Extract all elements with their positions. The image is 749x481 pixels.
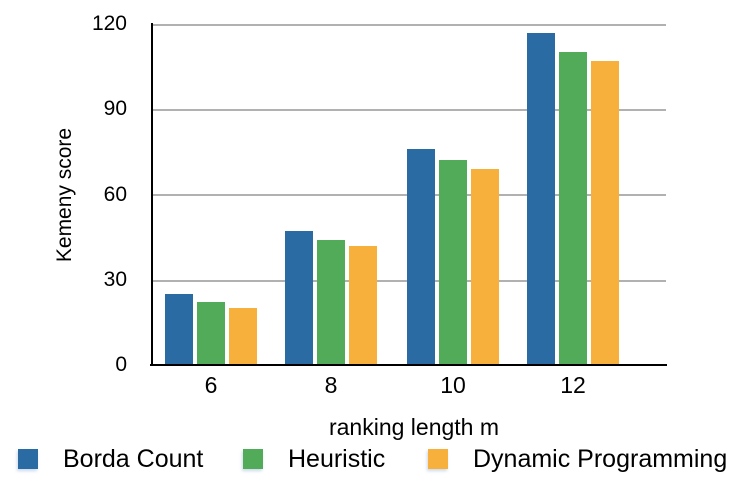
legend-item-borda-count: Borda Count xyxy=(18,446,203,472)
bar-borda-count-m-6 xyxy=(165,294,193,365)
legend-swatch-borda-count xyxy=(18,449,38,469)
plot-area xyxy=(152,24,666,365)
bar-heuristic-m-10 xyxy=(439,160,467,365)
y-tick-label-0: 0 xyxy=(115,353,127,376)
x-category-label-12: 12 xyxy=(560,372,586,398)
y-axis-line xyxy=(151,23,153,366)
bar-group-m-6 xyxy=(165,294,257,365)
y-tick-label-120: 120 xyxy=(91,12,127,35)
bar-borda-count-m-8 xyxy=(285,231,313,365)
legend-label-dynamic-programming: Dynamic Programming xyxy=(473,445,728,473)
bar-dynamic-programming-m-12 xyxy=(591,61,619,365)
bar-group-m-12 xyxy=(527,33,619,365)
y-tick-label-30: 30 xyxy=(103,268,127,291)
bar-borda-count-m-10 xyxy=(407,149,435,365)
legend-label-borda-count: Borda Count xyxy=(63,445,204,473)
bar-borda-count-m-12 xyxy=(527,33,555,365)
bar-heuristic-m-6 xyxy=(197,302,225,365)
bar-group-m-8 xyxy=(285,231,377,365)
legend-item-dynamic-programming: Dynamic Programming xyxy=(428,446,727,472)
y-tick-label-60: 60 xyxy=(103,183,127,206)
legend-item-heuristic: Heuristic xyxy=(243,446,385,472)
gridline-y-90 xyxy=(152,109,666,111)
bar-group-m-10 xyxy=(407,149,499,365)
legend-swatch-dynamic-programming xyxy=(428,449,448,469)
x-category-label-10: 10 xyxy=(440,372,466,398)
bar-heuristic-m-12 xyxy=(559,52,587,365)
bar-dynamic-programming-m-10 xyxy=(471,169,499,365)
legend-label-heuristic: Heuristic xyxy=(288,445,386,473)
gridline-y-120 xyxy=(152,24,666,26)
bar-heuristic-m-8 xyxy=(317,240,345,365)
x-axis-title: ranking length m xyxy=(328,414,500,440)
legend-swatch-heuristic xyxy=(243,449,263,469)
bar-dynamic-programming-m-8 xyxy=(349,246,377,365)
bar-dynamic-programming-m-6 xyxy=(229,308,257,365)
x-category-label-8: 8 xyxy=(324,372,338,398)
x-axis-line xyxy=(150,364,667,366)
x-category-label-6: 6 xyxy=(204,372,218,398)
y-tick-label-90: 90 xyxy=(103,97,127,120)
